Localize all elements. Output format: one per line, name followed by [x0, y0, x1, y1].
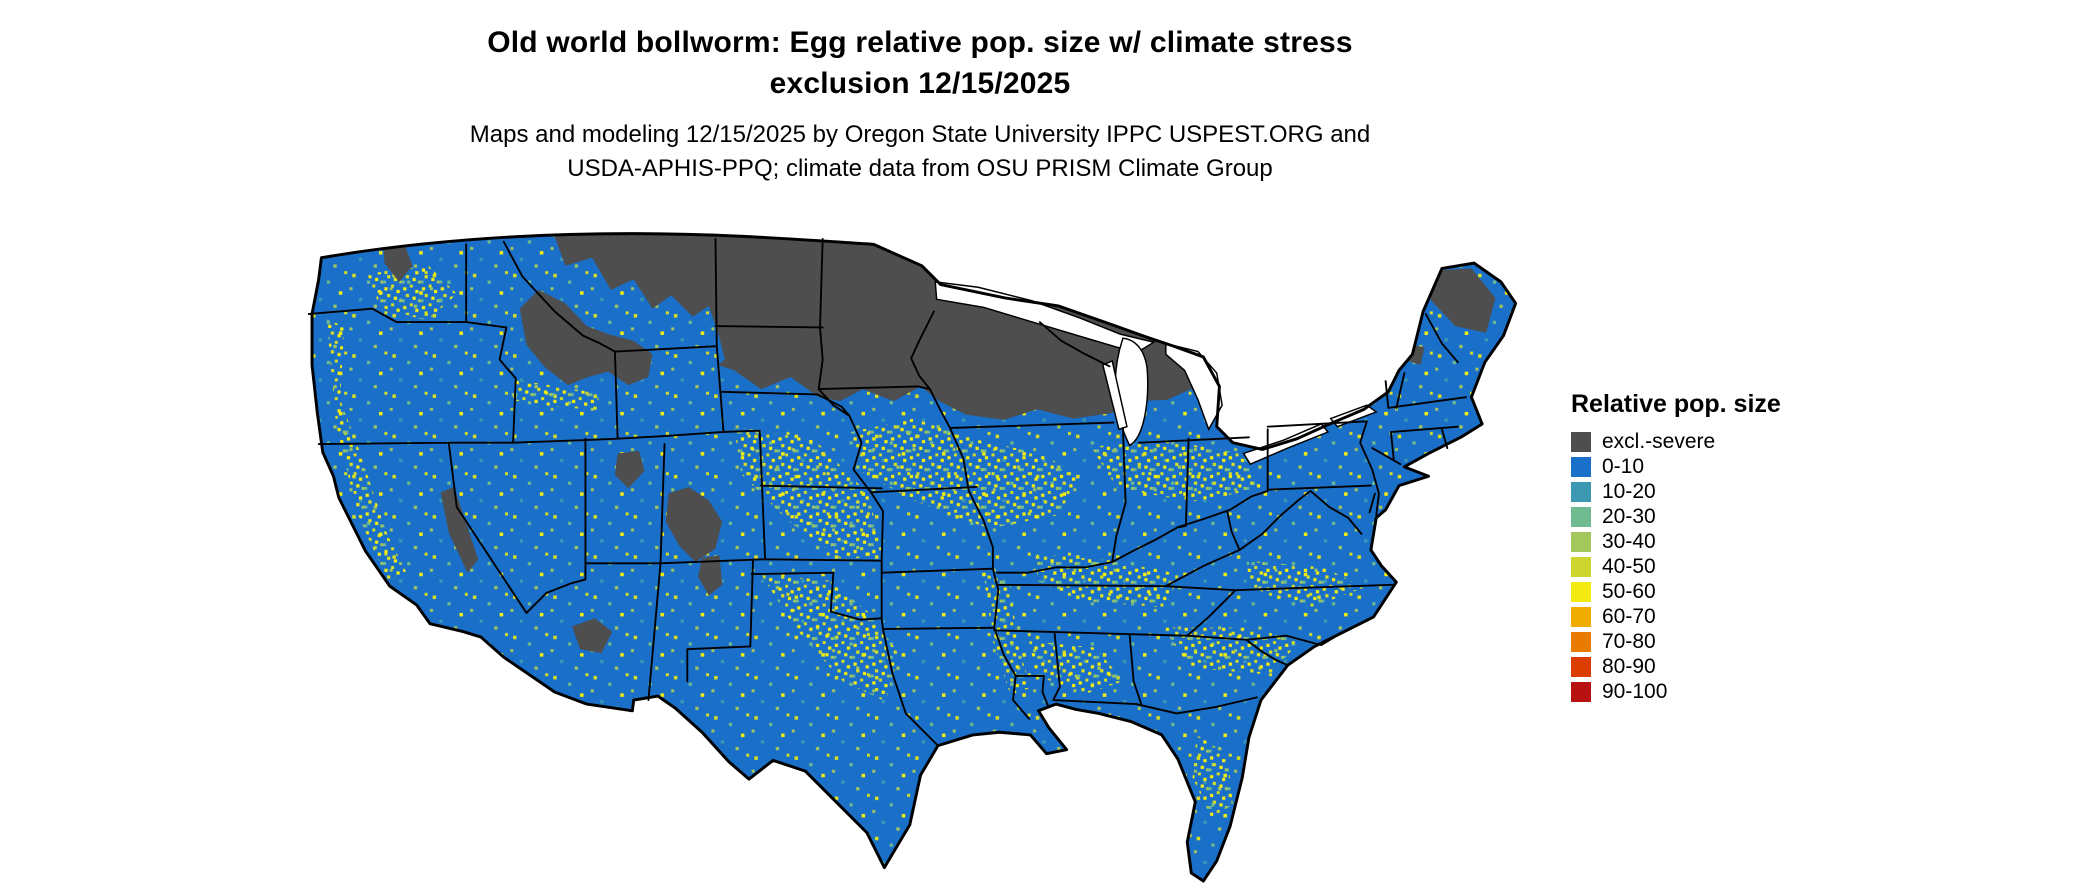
map-subtitle-line1: Maps and modeling 12/15/2025 by Oregon S… [469, 121, 1371, 148]
legend-item: 70-80 [1571, 630, 1781, 653]
speckle-heavy-layer [326, 265, 1365, 819]
legend-title: Relative pop. size [1571, 390, 1781, 418]
legend-swatch [1571, 432, 1591, 452]
legend-item: 50-60 [1571, 580, 1781, 603]
legend-label: 40-50 [1602, 555, 1656, 578]
legend-label: 70-80 [1602, 630, 1656, 653]
legend-label: 60-70 [1602, 605, 1656, 628]
legend-swatch [1571, 507, 1591, 527]
legend-swatch [1571, 682, 1591, 702]
exclusion-new-mexico-spur [698, 555, 723, 596]
legend-label: 50-60 [1602, 580, 1656, 603]
exclusion-colorado-rockies [665, 486, 723, 563]
legend-label: 0-10 [1602, 455, 1645, 478]
legend-item: 20-30 [1571, 505, 1781, 528]
legend-label: 90-100 [1602, 680, 1668, 703]
exclusion-sierra-nevada [440, 486, 479, 573]
green-bay [1101, 359, 1128, 431]
exclusion-adirondacks [1354, 370, 1382, 395]
legend-swatch [1571, 582, 1591, 602]
legend-label: excl.-severe [1602, 430, 1716, 453]
legend-item: 40-50 [1571, 555, 1781, 578]
legend-label: 30-40 [1602, 530, 1656, 553]
lakes-layer [934, 281, 1378, 466]
lake-ontario [1329, 404, 1378, 428]
legend-swatch [1571, 532, 1591, 552]
figure-heading: Old world bollworm: Egg relative pop. si… [0, 22, 1840, 186]
legend-label: 20-30 [1602, 505, 1656, 528]
legend-label: 10-20 [1602, 480, 1656, 503]
us-outline [310, 232, 1518, 883]
legend: Relative pop. size excl.-severe 0-10 10-… [1571, 390, 1781, 707]
legend-item: 60-70 [1571, 605, 1781, 628]
legend-swatch [1571, 557, 1591, 577]
lake-superior [934, 281, 1156, 354]
map-subtitle: Maps and modeling 12/15/2025 by Oregon S… [0, 118, 1840, 186]
legend-item: 80-90 [1571, 655, 1781, 678]
legend-label: 80-90 [1602, 655, 1656, 678]
legend-item: 10-20 [1571, 480, 1781, 503]
exclusion-maine [1424, 268, 1496, 333]
exclusion-arizona-mountains [572, 618, 613, 654]
legend-swatch [1571, 457, 1591, 477]
legend-item: excl.-severe [1571, 430, 1781, 453]
map-title: Old world bollworm: Egg relative pop. si… [0, 22, 1840, 104]
legend-swatch [1571, 632, 1591, 652]
map-title-line1: Old world bollworm: Egg relative pop. si… [487, 26, 1353, 59]
state-borders-central [880, 310, 1394, 747]
legend-item: 30-40 [1571, 530, 1781, 553]
exclusion-utah-highlands [614, 450, 645, 489]
legend-swatch [1571, 607, 1591, 627]
legend-items: excl.-severe 0-10 10-20 20-30 30-40 40-5… [1571, 430, 1781, 703]
state-borders [308, 238, 1467, 747]
legend-swatch [1571, 482, 1591, 502]
legend-swatch [1571, 657, 1591, 677]
map-title-line2: exclusion 12/15/2025 [769, 67, 1071, 100]
legend-item: 90-100 [1571, 680, 1781, 703]
legend-item: 0-10 [1571, 455, 1781, 478]
conus-map [308, 232, 1518, 883]
state-borders-west [308, 238, 978, 702]
exclusion-washington-cascades [383, 238, 413, 282]
map-subtitle-line2: USDA-APHIS-PPQ; climate data from OSU PR… [567, 155, 1273, 182]
